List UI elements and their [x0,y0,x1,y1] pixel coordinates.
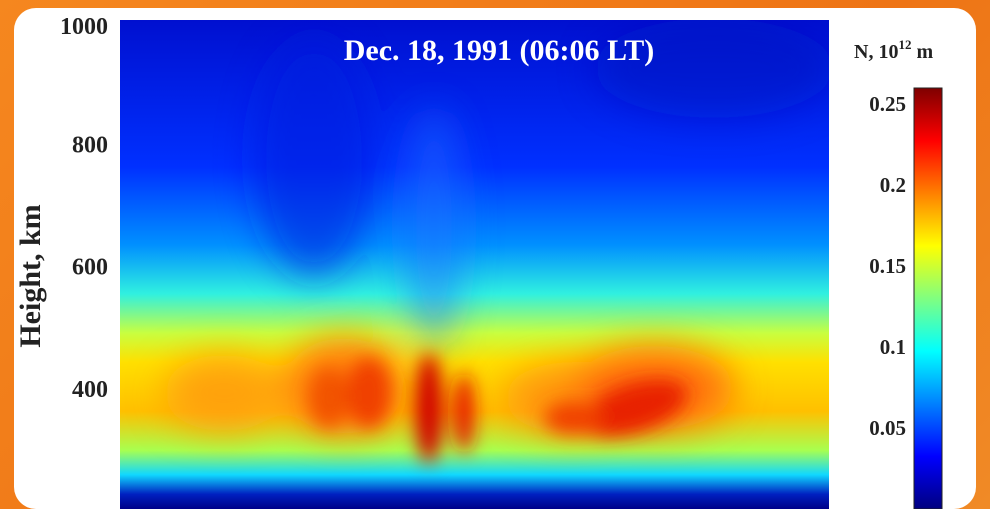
y-axis-ticks: 1000 800 600 400 [60,14,108,403]
chart-card: Dec. 18, 1991 (06:06 LT) Height, km 1000… [14,8,976,509]
colorbar-ticks: 0.25 0.2 0.15 0.1 0.05 [869,92,906,440]
colorbar-tick-label: 0.05 [869,416,906,440]
heatmap-plot-area [120,20,829,509]
y-tick-label: 800 [72,132,108,158]
colorbar-label-unit: m [911,41,933,63]
y-tick-label: 400 [72,377,108,403]
colorbar-gradient [913,87,943,509]
colorbar-tick-label: 0.15 [869,254,906,278]
colorbar-label-sup: 12 [898,37,911,52]
colorbar: N, 1012 m 0.25 0.2 0.15 0.1 0.05 [854,37,943,509]
colorbar-tick-label: 0.2 [880,173,906,197]
density-layer-peaks [309,353,687,463]
colorbar-label-main: N, 10 [854,41,898,63]
y-tick-label: 600 [72,255,108,281]
colorbar-tick-label: 0.25 [869,92,906,116]
density-heatmap-chart: Dec. 18, 1991 (06:06 LT) Height, km 1000… [14,14,943,509]
colorbar-label: N, 1012 m [854,37,933,63]
colorbar-tick-label: 0.1 [880,335,906,359]
y-axis-label: Height, km [14,204,47,347]
chart-title: Dec. 18, 1991 (06:06 LT) [344,34,655,67]
y-tick-label: 1000 [60,14,108,40]
